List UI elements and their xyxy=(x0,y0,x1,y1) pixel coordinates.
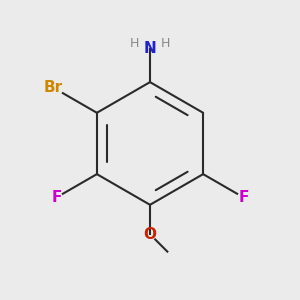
Text: H: H xyxy=(130,37,139,50)
Text: H: H xyxy=(161,37,170,50)
Text: F: F xyxy=(51,190,62,205)
Text: F: F xyxy=(238,190,249,205)
Text: N: N xyxy=(144,41,156,56)
Text: Br: Br xyxy=(44,80,63,95)
Text: O: O xyxy=(143,227,157,242)
